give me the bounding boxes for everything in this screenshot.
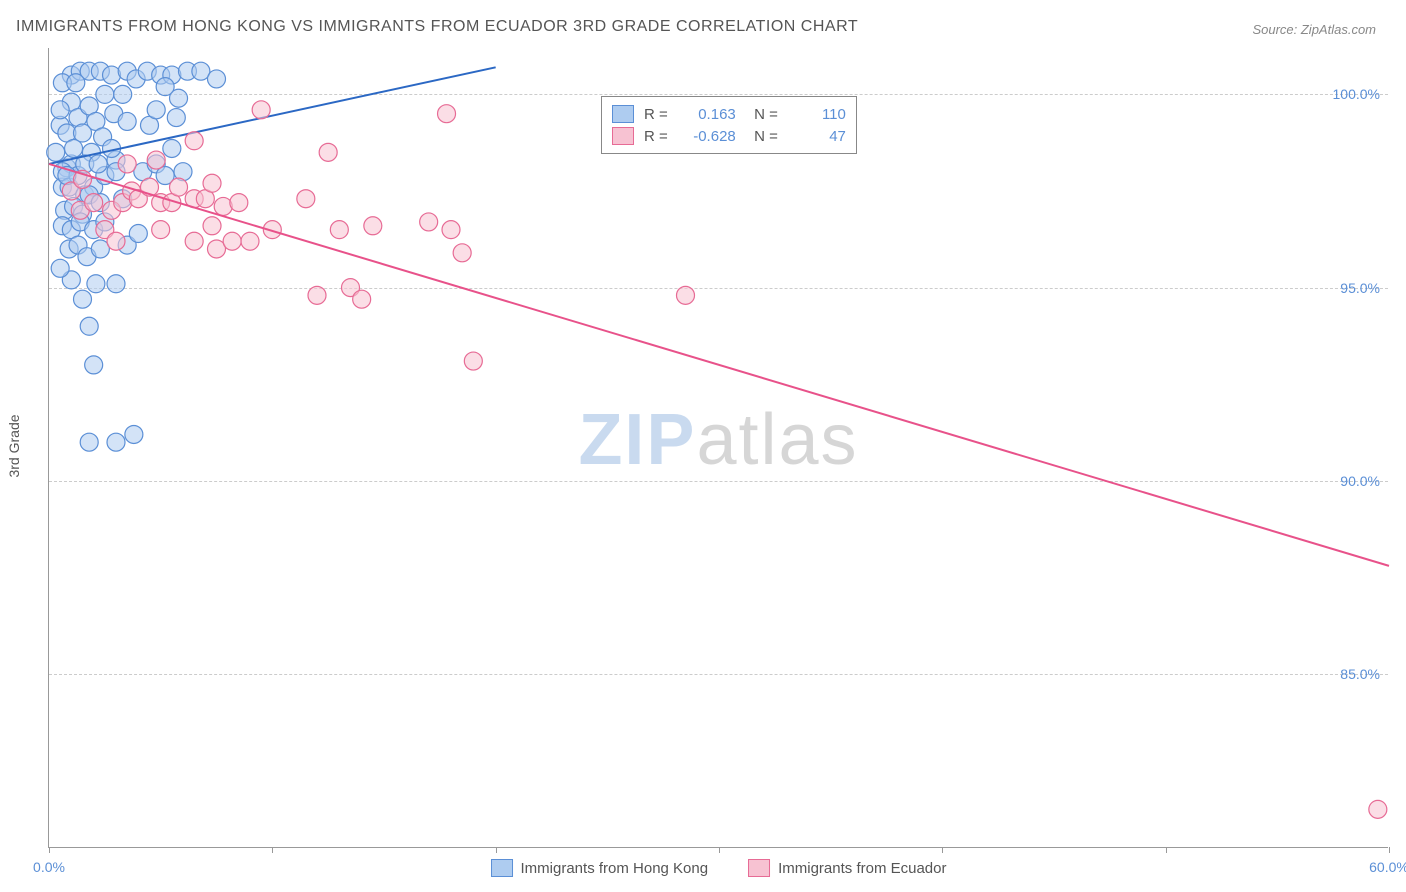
x-tick-label: 60.0% [1369, 859, 1406, 875]
bottom-swatch-ec [748, 859, 770, 877]
x-tick-label: 0.0% [33, 859, 65, 875]
data-point [364, 217, 382, 235]
data-point [353, 290, 371, 308]
data-point [319, 143, 337, 161]
data-point [203, 217, 221, 235]
data-point [51, 101, 69, 119]
x-tick [1389, 847, 1390, 853]
legend-r-value-hk: 0.163 [678, 106, 736, 123]
data-point [208, 70, 226, 88]
legend-box: R = 0.163 N = 110 R = -0.628 N = 47 [601, 96, 857, 154]
data-point [85, 356, 103, 374]
data-point [85, 194, 103, 212]
source-label: Source: ZipAtlas.com [1252, 22, 1376, 37]
data-point [67, 74, 85, 92]
legend-row-ec: R = -0.628 N = 47 [612, 125, 846, 147]
data-point [107, 275, 125, 293]
data-point [129, 225, 147, 243]
data-point [96, 85, 114, 103]
bottom-legend: Immigrants from Hong Kong Immigrants fro… [491, 859, 947, 877]
legend-n-value-ec: 47 [788, 128, 846, 145]
data-point [114, 85, 132, 103]
legend-swatch-ec [612, 127, 634, 145]
data-point [252, 101, 270, 119]
legend-n-label: N = [746, 106, 778, 123]
x-tick [272, 847, 273, 853]
y-axis-label: 3rd Grade [6, 414, 22, 477]
data-point [1369, 800, 1387, 818]
data-point [223, 232, 241, 250]
data-point [89, 155, 107, 173]
data-point [107, 433, 125, 451]
data-point [118, 112, 136, 130]
data-point [170, 178, 188, 196]
data-point [167, 109, 185, 127]
data-point [330, 221, 348, 239]
bottom-label-ec: Immigrants from Ecuador [778, 860, 946, 877]
trend-line [49, 164, 1389, 566]
x-tick [49, 847, 50, 853]
data-point [308, 286, 326, 304]
data-point [163, 139, 181, 157]
data-point [464, 352, 482, 370]
bottom-label-hk: Immigrants from Hong Kong [521, 860, 709, 877]
legend-n-value-hk: 110 [788, 106, 846, 123]
data-point [47, 143, 65, 161]
data-point [65, 139, 83, 157]
data-point [185, 232, 203, 250]
legend-r-value-ec: -0.628 [678, 128, 736, 145]
data-point [442, 221, 460, 239]
data-point [87, 275, 105, 293]
legend-swatch-hk [612, 105, 634, 123]
data-point [103, 66, 121, 84]
data-point [147, 151, 165, 169]
legend-r-label: R = [644, 106, 668, 123]
data-point [203, 174, 221, 192]
data-point [118, 155, 136, 173]
bottom-legend-item-ec: Immigrants from Ecuador [748, 859, 946, 877]
chart-svg [49, 48, 1388, 847]
data-point [453, 244, 471, 262]
data-point [74, 290, 92, 308]
bottom-legend-item-hk: Immigrants from Hong Kong [491, 859, 709, 877]
data-point [125, 425, 143, 443]
plot-area: 85.0%90.0%95.0%100.0% 0.0%60.0% ZIPatlas… [48, 48, 1388, 848]
data-point [438, 105, 456, 123]
data-point [147, 101, 165, 119]
data-point [420, 213, 438, 231]
x-tick [719, 847, 720, 853]
x-tick [496, 847, 497, 853]
bottom-swatch-hk [491, 859, 513, 877]
legend-row-hk: R = 0.163 N = 110 [612, 103, 846, 125]
data-point [80, 317, 98, 335]
data-point [214, 197, 232, 215]
legend-r-label: R = [644, 128, 668, 145]
chart-title: IMMIGRANTS FROM HONG KONG VS IMMIGRANTS … [16, 18, 858, 36]
data-point [185, 132, 203, 150]
data-point [156, 78, 174, 96]
x-tick [1166, 847, 1167, 853]
x-tick [942, 847, 943, 853]
data-point [80, 433, 98, 451]
data-point [152, 221, 170, 239]
legend-n-label: N = [746, 128, 778, 145]
data-point [51, 259, 69, 277]
data-point [677, 286, 695, 304]
data-point [107, 232, 125, 250]
data-point [241, 232, 259, 250]
data-point [297, 190, 315, 208]
data-point [230, 194, 248, 212]
